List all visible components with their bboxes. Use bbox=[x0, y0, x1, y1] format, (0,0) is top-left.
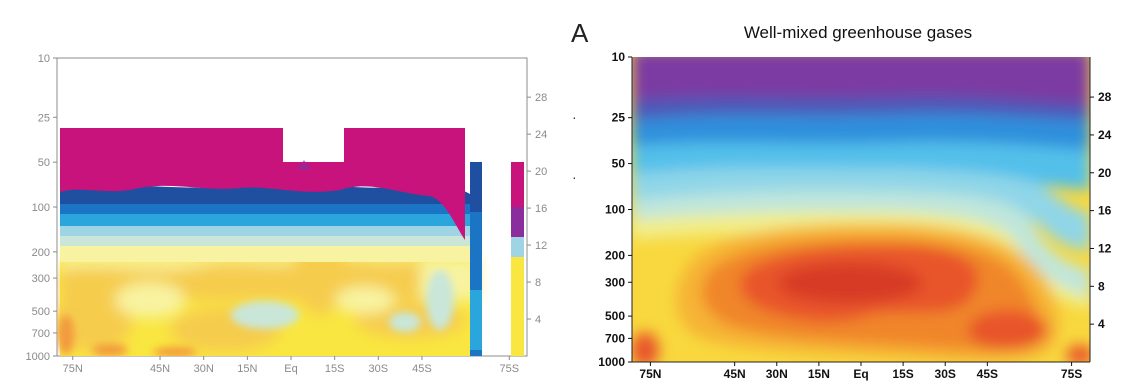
right-band-aqua bbox=[632, 190, 1090, 300]
right-y-tick-label: 10 bbox=[612, 50, 626, 64]
right-y-axis: 10 25 50 100 200 300 500 700 1000 bbox=[598, 50, 632, 369]
right-y-right-tick-label: 4 bbox=[1098, 317, 1105, 331]
right-x-tick-label: 75S bbox=[1061, 367, 1082, 381]
right-contours bbox=[632, 57, 1090, 362]
right-x-tick-label: 45N bbox=[724, 367, 746, 381]
right-y-tick-label: 500 bbox=[605, 309, 625, 323]
right-y-right-tick-label: 24 bbox=[1098, 128, 1112, 142]
left-y-tick-label: 500 bbox=[32, 306, 50, 318]
left-patch-orange-1 bbox=[58, 315, 74, 355]
left-patch-pale-2 bbox=[335, 286, 395, 314]
left-y-tick-label: 200 bbox=[32, 247, 50, 259]
stray-mark-1: · bbox=[572, 109, 577, 125]
right-y-right-tick-label: 12 bbox=[1098, 241, 1112, 255]
left-patch-purple bbox=[296, 160, 312, 170]
right-y-tick-label: 50 bbox=[612, 157, 626, 171]
right-y-right-tick-label: 16 bbox=[1098, 204, 1112, 218]
left-strip-purple bbox=[511, 207, 524, 237]
right-patch-red-corner bbox=[632, 332, 659, 362]
left-y-right-tick-label: 4 bbox=[535, 314, 541, 326]
left-patch-orange-3 bbox=[153, 347, 197, 356]
left-y-tick-label: 700 bbox=[32, 328, 50, 340]
left-x-tick-label: 75S bbox=[499, 363, 519, 375]
left-patch-cyan-2 bbox=[389, 312, 421, 332]
left-patch-orange-2 bbox=[92, 344, 128, 356]
left-x-tick-label: 30S bbox=[369, 363, 389, 375]
left-strip-sky bbox=[470, 290, 482, 350]
right-y-right-tick-label: 28 bbox=[1098, 90, 1112, 104]
left-x-tick-label: 75N bbox=[63, 363, 83, 375]
left-contours bbox=[57, 128, 524, 356]
right-y-tick-label: 1000 bbox=[598, 355, 625, 369]
left-y-right-tick-label: 16 bbox=[535, 203, 547, 215]
right-y-tick-label: 700 bbox=[605, 331, 625, 345]
left-strip-navy bbox=[470, 162, 482, 212]
left-y-tick-label: 300 bbox=[32, 273, 50, 285]
right-y-tick-label: 100 bbox=[605, 203, 625, 217]
right-x-tick-label: 30S bbox=[935, 367, 956, 381]
right-y-tick-label: 200 bbox=[605, 248, 625, 262]
left-y-axis: 10 25 50 100 200 300 500 700 1000 bbox=[26, 53, 57, 363]
left-y-tick-label: 10 bbox=[38, 53, 50, 65]
left-strip-magenta bbox=[511, 162, 524, 207]
left-patch-gold-1 bbox=[57, 292, 132, 352]
left-y-axis-right: 28 24 20 16 12 8 4 bbox=[527, 92, 547, 326]
right-band-cyan bbox=[632, 167, 1090, 250]
left-patch-cyan-1 bbox=[231, 301, 299, 329]
right-x-tick-label: 45S bbox=[977, 367, 998, 381]
left-panel: 75N 45N 30N 15N Eq 15S 30S 45S 75S 10 25 50 100 200 3… bbox=[26, 53, 548, 375]
left-x-tick-label: 30N bbox=[194, 363, 214, 375]
panel-label: A bbox=[571, 18, 589, 48]
right-y-right-tick-label: 20 bbox=[1098, 166, 1112, 180]
left-x-tick-label: 15N bbox=[237, 363, 257, 375]
left-y-right-tick-label: 28 bbox=[535, 92, 547, 104]
right-x-axis: 75N 45N 30N 15N Eq 15S 30S 45S 75S bbox=[639, 362, 1082, 381]
left-x-tick-label: 45S bbox=[412, 363, 432, 375]
left-x-tick-label: 45N bbox=[150, 363, 170, 375]
left-y-tick-label: 100 bbox=[32, 202, 50, 214]
stray-mark-2: · bbox=[572, 169, 577, 185]
right-chart-title: Well-mixed greenhouse gases bbox=[744, 23, 972, 42]
right-x-tick-label: 15N bbox=[808, 367, 830, 381]
left-patch-cyan-3 bbox=[426, 270, 454, 330]
left-band-navy bbox=[60, 184, 480, 204]
right-patch-red bbox=[778, 263, 922, 303]
left-y-tick-label: 25 bbox=[38, 112, 50, 124]
right-panel: A Well-mixed greenhouse gases · · bbox=[571, 18, 1112, 381]
right-x-tick-label: 75N bbox=[639, 367, 661, 381]
right-x-tick-label: 30N bbox=[766, 367, 788, 381]
left-y-right-tick-label: 20 bbox=[535, 166, 547, 178]
left-x-axis: 75N 45N 30N 15N Eq 15S 30S 45S 75S bbox=[63, 356, 519, 375]
left-patch-pale-1 bbox=[115, 282, 185, 318]
right-y-tick-label: 300 bbox=[605, 275, 625, 289]
left-band-magenta bbox=[60, 128, 465, 240]
right-y-axis-right: 28 24 20 16 12 8 4 bbox=[1090, 90, 1112, 331]
right-patch-red-corner-2 bbox=[1066, 345, 1090, 362]
left-y-tick-label: 1000 bbox=[26, 351, 50, 363]
right-patch-red-orange bbox=[968, 310, 1048, 350]
left-x-tick-label: 15S bbox=[325, 363, 345, 375]
left-strip-light-blue bbox=[511, 237, 524, 257]
left-y-right-tick-label: 12 bbox=[535, 240, 547, 252]
left-x-tick-label: Eq bbox=[284, 363, 297, 375]
right-x-tick-label: 15S bbox=[892, 367, 913, 381]
right-y-right-tick-label: 8 bbox=[1098, 279, 1105, 293]
left-y-right-tick-label: 8 bbox=[535, 277, 541, 289]
right-y-tick-label: 25 bbox=[612, 111, 626, 125]
right-x-tick-label: Eq bbox=[853, 367, 868, 381]
left-y-tick-label: 50 bbox=[38, 157, 50, 169]
left-y-right-tick-label: 24 bbox=[535, 129, 547, 141]
